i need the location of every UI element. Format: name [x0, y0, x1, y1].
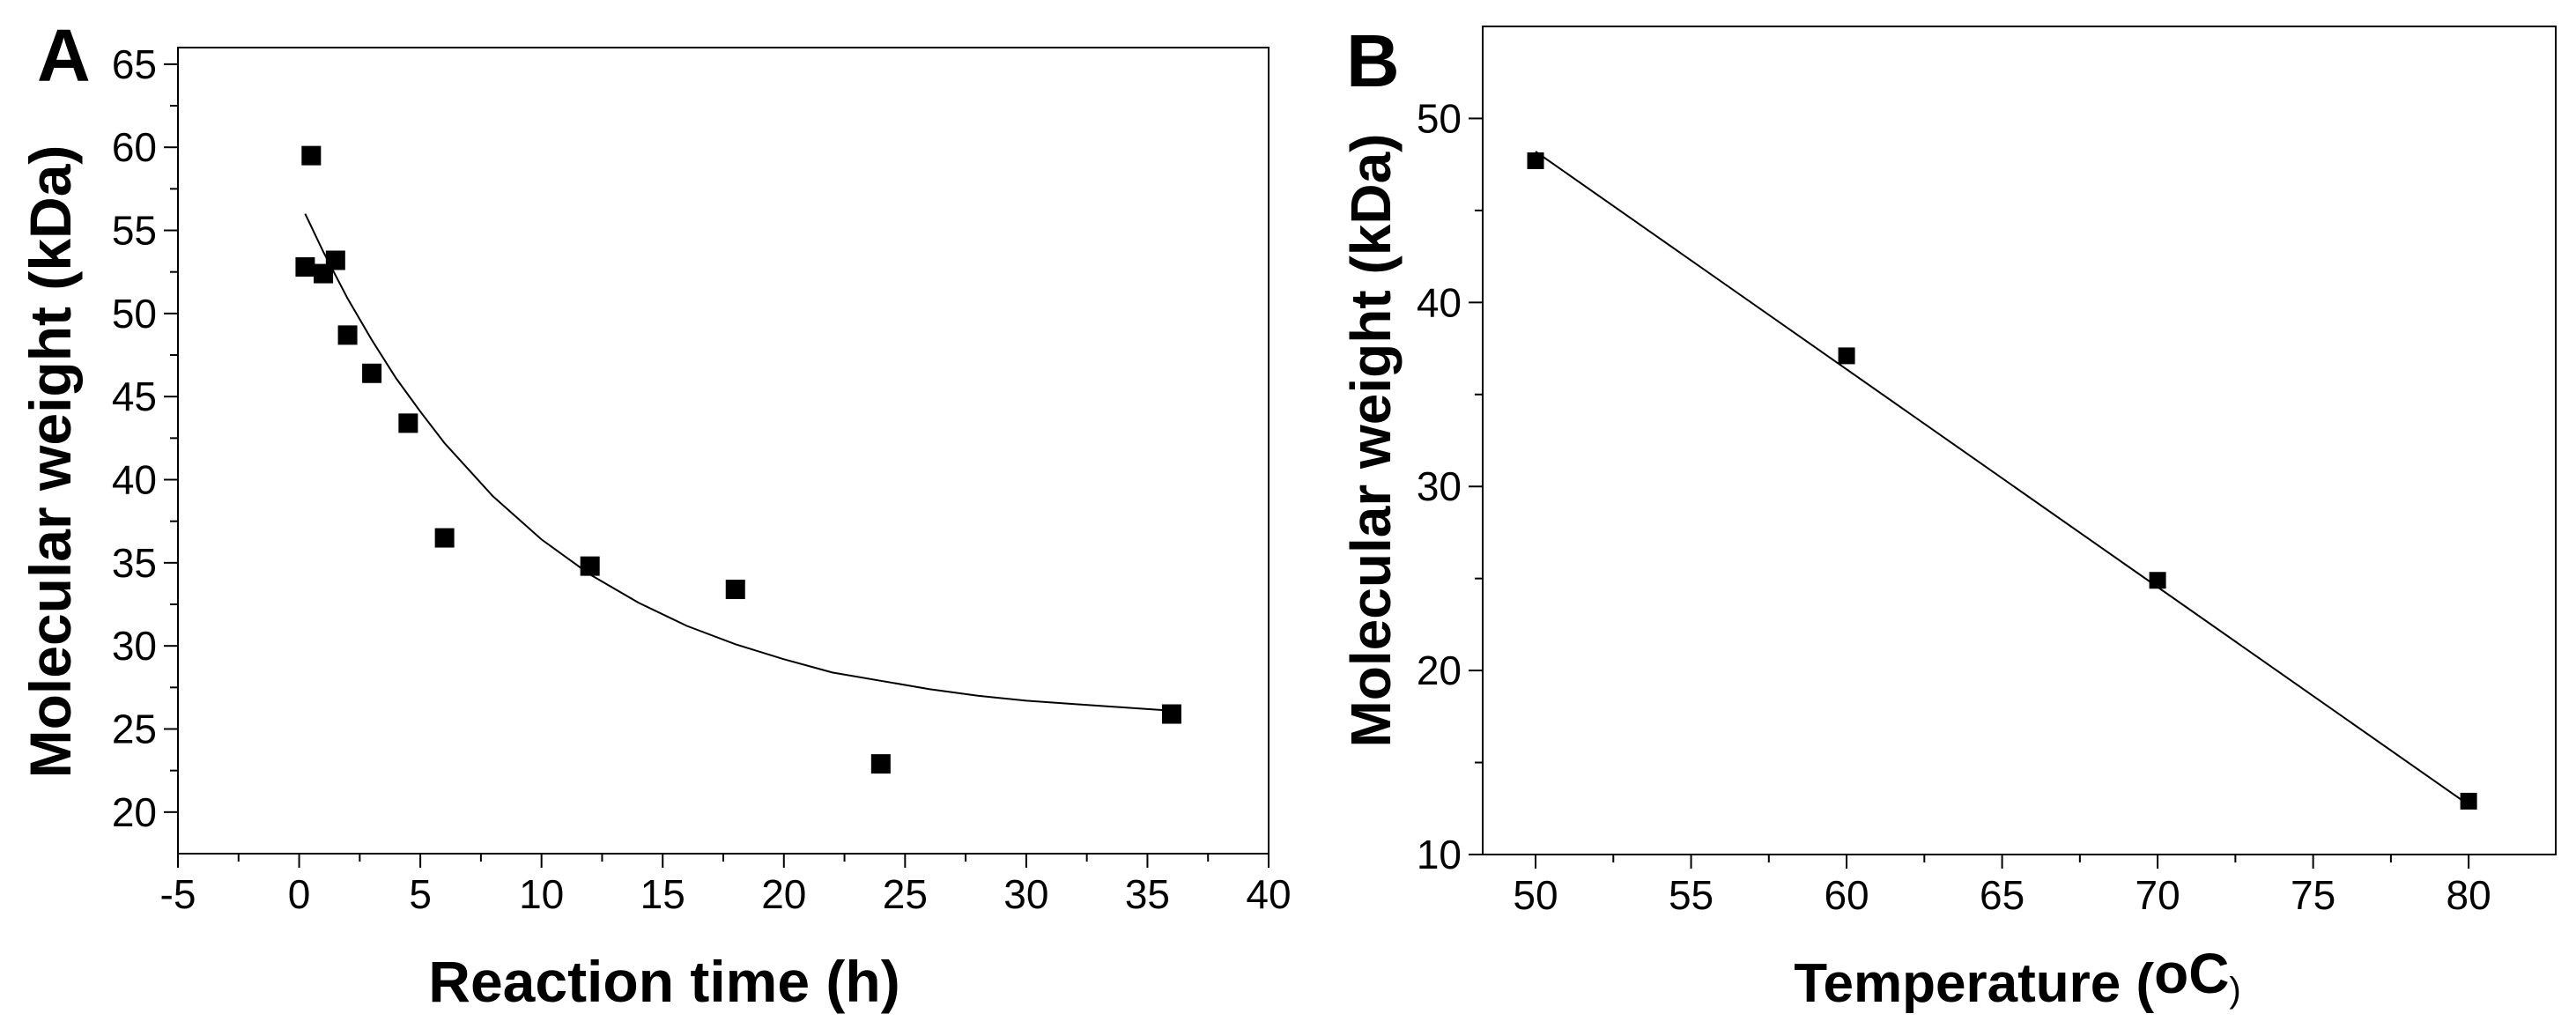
- fit-line: [1535, 151, 2469, 806]
- panel-a-x-ticks: -5 0 5 10 15 20 25 30 35 40: [160, 854, 1292, 917]
- data-point-0: [295, 257, 315, 278]
- data-point-10: [870, 754, 891, 774]
- x-tick-label-7: 30: [1003, 871, 1048, 917]
- x-tick-label-0: -5: [160, 871, 196, 917]
- y-tick-label-9: 65: [112, 41, 157, 87]
- x-tick-label-9: 40: [1246, 871, 1291, 917]
- panel-b-y-axis-title: Molecular weight (kDa): [1339, 134, 1403, 748]
- x-tick-label-1: 55: [1669, 872, 1714, 918]
- panel-b-fit-line: [1535, 151, 2469, 806]
- panel-b-points: [1527, 152, 2477, 810]
- data-point-11: [1161, 704, 1181, 724]
- y-tick-label-4: 40: [112, 457, 157, 503]
- panel-b-y-ticks: 10 20 30 40 50: [1417, 95, 1483, 877]
- y-tick-label-1: 20: [1417, 648, 1462, 693]
- y-tick-label-1: 25: [112, 707, 157, 752]
- y-tick-label-2: 30: [1417, 463, 1462, 509]
- panel-b-x-axis-title: Temperature (oC): [1794, 942, 2240, 1014]
- panel-a: A 20 25 30 35 40 45 50 55 60 65 -5 0 5 10 15 20 25 30 35 4…: [18, 14, 1292, 1014]
- y-tick-label-2: 30: [112, 623, 157, 669]
- y-tick-label-3: 40: [1417, 279, 1462, 325]
- data-point-4: [337, 325, 358, 345]
- data-point-6: [398, 413, 418, 433]
- data-point-8: [580, 556, 600, 576]
- data-point-1: [301, 145, 322, 166]
- y-tick-label-6: 50: [112, 291, 157, 337]
- panel-letter-a: A: [37, 14, 91, 97]
- panel-a-y-axis-title: Molecular weight (kDa): [18, 145, 83, 779]
- x-tick-label-3: 65: [1980, 872, 2025, 918]
- y-tick-label-0: 10: [1417, 832, 1462, 877]
- x-tick-label-0: 50: [1513, 872, 1558, 918]
- panel-b-plot-frame: [1482, 26, 2557, 855]
- fit-line: [304, 213, 1173, 712]
- panel-b-x-axis-title-unit: oC: [2154, 942, 2229, 1005]
- data-point-0: [1527, 152, 1544, 169]
- x-tick-label-4: 70: [2136, 872, 2180, 918]
- y-tick-label-4: 50: [1417, 95, 1462, 141]
- panel-a-fit-curve: [304, 213, 1173, 712]
- panel-b-x-ticks: 50 55 60 65 70 75 80: [1513, 855, 2491, 918]
- x-tick-label-6: 80: [2446, 872, 2491, 918]
- panel-b: B 10 20 30 40 50 50 55 60 65 70 75 80 Temperature …: [1339, 19, 2557, 1014]
- data-point-7: [434, 528, 455, 548]
- data-point-2: [2149, 572, 2166, 589]
- panel-a-plot-frame: [177, 47, 1269, 855]
- x-tick-label-3: 10: [519, 871, 564, 917]
- y-tick-label-5: 45: [112, 374, 157, 419]
- x-tick-label-6: 25: [883, 871, 928, 917]
- data-point-3: [325, 250, 345, 270]
- data-point-1: [1838, 347, 1855, 365]
- panel-a-points: [295, 145, 1181, 774]
- panel-a-y-ticks: 20 25 30 35 40 45 50 55 60 65: [112, 41, 178, 835]
- y-tick-label-0: 20: [112, 789, 157, 835]
- panel-b-x-axis-title-close: ): [2229, 971, 2240, 1010]
- x-tick-label-5: 75: [2291, 872, 2335, 918]
- panel-a-x-axis-title: Reaction time (h): [428, 949, 899, 1014]
- x-tick-label-8: 35: [1125, 871, 1170, 917]
- data-point-5: [362, 363, 382, 383]
- panel-b-x-axis-title-main: Temperature (: [1794, 953, 2154, 1014]
- panel-letter-b: B: [1346, 19, 1400, 102]
- y-tick-label-8: 60: [112, 124, 157, 170]
- y-tick-label-7: 55: [112, 208, 157, 254]
- x-tick-label-2: 60: [1824, 872, 1869, 918]
- x-tick-label-2: 5: [409, 871, 432, 917]
- y-tick-label-3: 35: [112, 540, 157, 586]
- x-tick-label-1: 0: [288, 871, 311, 917]
- x-tick-label-4: 15: [640, 871, 685, 917]
- x-tick-label-5: 20: [761, 871, 806, 917]
- data-point-3: [2460, 792, 2477, 810]
- data-point-9: [725, 580, 745, 600]
